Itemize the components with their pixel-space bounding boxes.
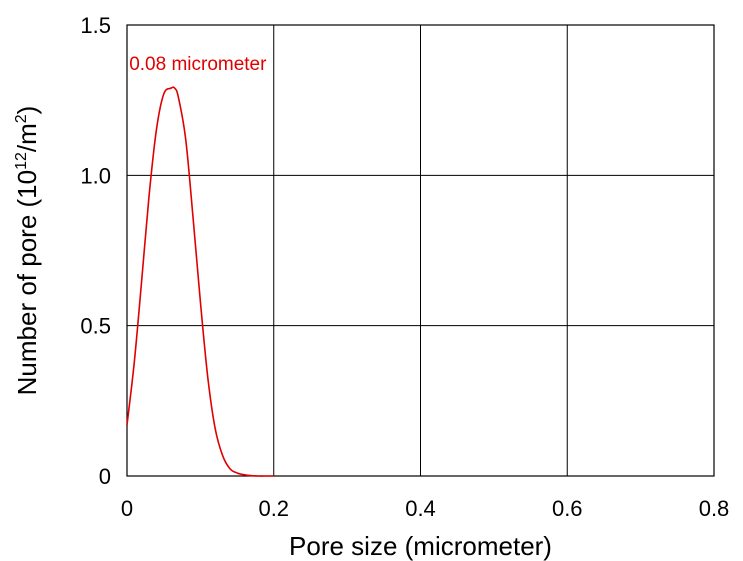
y-axis-title-suffix: ) <box>12 106 42 115</box>
y-tick-label-1: 0.5 <box>80 314 111 339</box>
x-tick-labels: 0 0.2 0.4 0.6 0.8 <box>121 496 729 521</box>
y-axis-title-superscript-2: 2 <box>13 114 30 123</box>
series-line-0 <box>126 86 274 477</box>
x-tick-label-2: 0.4 <box>405 496 436 521</box>
series-layer <box>126 86 274 477</box>
annotations: 0.08 micrometer <box>129 54 267 75</box>
x-tick-label-1: 0.2 <box>258 496 289 521</box>
grid-lines <box>126 24 715 477</box>
y-axis-title-mid: /m <box>12 123 42 152</box>
y-tick-labels: 0 0.5 1.0 1.5 <box>80 13 111 489</box>
x-tick-label-0: 0 <box>121 496 133 521</box>
plot-area-frame <box>126 24 715 477</box>
y-tick-label-0: 0 <box>99 464 111 489</box>
y-axis-title: Number of pore (1012/m2) <box>12 106 42 396</box>
y-tick-label-3: 1.5 <box>80 13 111 38</box>
x-axis-title: Pore size (micrometer) <box>289 531 552 561</box>
annotation-label-0: 0.08 micrometer <box>129 54 267 75</box>
x-tick-label-3: 0.6 <box>552 496 583 521</box>
x-tick-label-4: 0.8 <box>699 496 730 521</box>
y-axis-title-prefix: Number of pore (10 <box>12 170 42 395</box>
y-axis-title-superscript-1: 12 <box>13 152 30 170</box>
y-tick-label-2: 1.0 <box>80 163 111 188</box>
